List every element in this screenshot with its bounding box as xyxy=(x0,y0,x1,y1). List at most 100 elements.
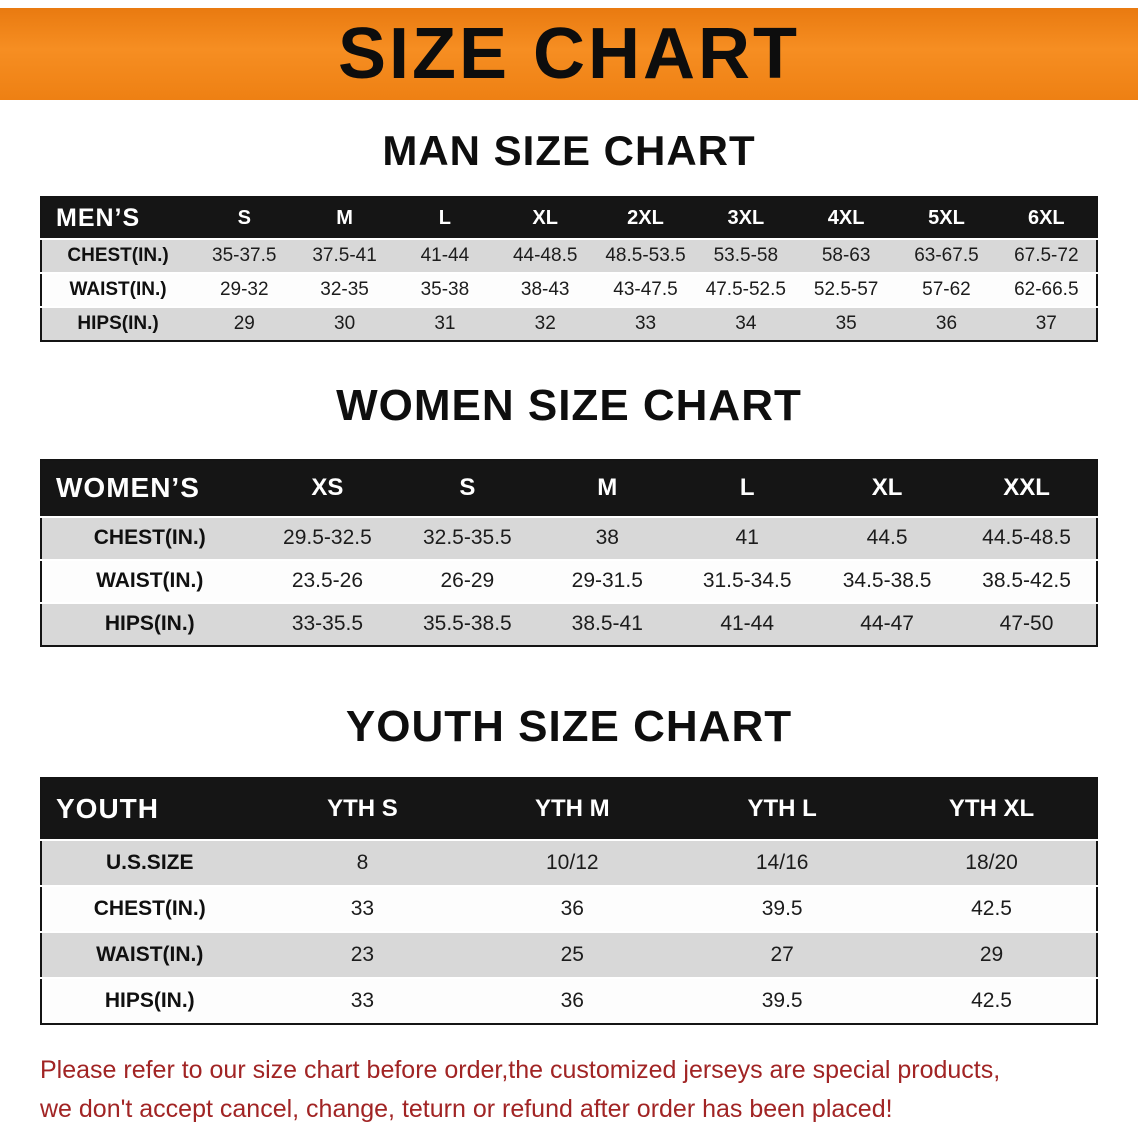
size-value-cell: 36 xyxy=(896,306,997,342)
table-row: HIPS(IN.) 29 30 31 32 33 34 35 36 37 xyxy=(41,306,1097,342)
size-value-cell: 29-31.5 xyxy=(537,558,678,603)
size-value-cell: 33 xyxy=(257,884,468,932)
row-label: HIPS(IN.) xyxy=(41,306,195,342)
size-value-cell: 34 xyxy=(695,306,796,342)
banner: SIZE CHART xyxy=(0,8,1138,100)
table-row: HIPS(IN.) 33-35.5 35.5-38.5 38.5-41 41-44 44-… xyxy=(41,601,1097,646)
size-column-header: 4XL xyxy=(795,197,897,240)
size-value-cell: 31 xyxy=(394,306,496,342)
size-value-cell: 47-50 xyxy=(957,601,1097,646)
size-value-cell: 26-29 xyxy=(397,558,538,603)
row-label: WAIST(IN.) xyxy=(41,930,258,978)
size-column-header: YTH L xyxy=(677,777,888,840)
table-row: U.S.SIZE 8 10/12 14/16 18/20 xyxy=(41,838,1097,886)
size-column-header: 5XL xyxy=(896,197,997,240)
size-value-cell: 29-32 xyxy=(194,272,295,308)
size-table: WOMEN’S XS S M L XL XXL CHEST(IN.) 29.5-32.5 32.5… xyxy=(40,458,1098,647)
size-value-cell: 47.5-52.5 xyxy=(695,272,796,308)
size-column-header: XL xyxy=(817,459,958,517)
size-value-cell: 32-35 xyxy=(294,272,395,308)
size-value-cell: 48.5-53.5 xyxy=(595,238,696,274)
size-value-cell: 42.5 xyxy=(887,976,1097,1024)
size-value-cell: 29 xyxy=(887,930,1097,978)
size-value-cell: 27 xyxy=(677,930,888,978)
size-value-cell: 34.5-38.5 xyxy=(817,558,958,603)
row-label: WAIST(IN.) xyxy=(41,272,195,308)
size-column-header: XS xyxy=(257,459,398,517)
size-value-cell: 63-67.5 xyxy=(896,238,997,274)
size-value-cell: 62-66.5 xyxy=(996,272,1097,308)
size-value-cell: 35.5-38.5 xyxy=(397,601,538,646)
row-label: CHEST(IN.) xyxy=(41,515,258,560)
youth-size-table: YOUTH YTH S YTH M YTH L YTH XL U.S.SIZE 8 10/12… xyxy=(40,776,1098,1025)
man-section-heading: MAN SIZE CHART xyxy=(382,127,756,174)
size-value-cell: 36 xyxy=(467,976,678,1024)
size-value-cell: 67.5-72 xyxy=(996,238,1097,274)
size-value-cell: 44.5-48.5 xyxy=(957,515,1097,560)
table-header-row: YOUTH YTH S YTH M YTH L YTH XL xyxy=(41,777,1097,840)
women-section-heading: WOMEN SIZE CHART xyxy=(336,381,802,431)
size-value-cell: 18/20 xyxy=(887,838,1097,886)
table-row: WAIST(IN.) 23 25 27 29 xyxy=(41,930,1097,978)
row-label: U.S.SIZE xyxy=(41,838,258,886)
size-value-cell: 30 xyxy=(294,306,395,342)
page-title: SIZE CHART xyxy=(338,14,800,94)
table-header-row: WOMEN’S XS S M L XL XXL xyxy=(41,459,1097,517)
size-value-cell: 33 xyxy=(257,976,468,1024)
size-column-header: YTH M xyxy=(467,777,678,840)
size-value-cell: 32.5-35.5 xyxy=(397,515,538,560)
size-value-cell: 44-47 xyxy=(817,601,958,646)
size-value-cell: 41-44 xyxy=(677,601,818,646)
size-value-cell: 38.5-41 xyxy=(537,601,678,646)
table-title: MEN’S xyxy=(41,197,195,240)
man-size-section: MAN SIZE CHART MEN’S S M L XL 2XL 3XL 4XL 5XL 6XL… xyxy=(0,127,1138,343)
size-column-header: 3XL xyxy=(695,197,796,240)
size-value-cell: 25 xyxy=(467,930,678,978)
size-table: YOUTH YTH S YTH M YTH L YTH XL U.S.SIZE 8 10/12… xyxy=(40,776,1098,1025)
size-value-cell: 14/16 xyxy=(677,838,888,886)
size-value-cell: 35-37.5 xyxy=(194,238,295,274)
size-value-cell: 32 xyxy=(495,306,596,342)
table-row: CHEST(IN.) 29.5-32.5 32.5-35.5 38 41 44.5 44.5… xyxy=(41,515,1097,560)
size-chart-page: SIZE CHART MAN SIZE CHART MEN’S S M L XL 2XL 3… xyxy=(0,8,1138,1140)
size-value-cell: 53.5-58 xyxy=(695,238,796,274)
size-column-header: 6XL xyxy=(996,197,1097,240)
women-size-section: WOMEN SIZE CHART WOMEN’S XS S M L XL XXL CHEST(… xyxy=(0,381,1138,647)
size-column-header: XXL xyxy=(957,459,1097,517)
size-value-cell: 37 xyxy=(996,306,1097,342)
size-column-header: M xyxy=(294,197,395,240)
size-value-cell: 38-43 xyxy=(495,272,596,308)
youth-section-heading: YOUTH SIZE CHART xyxy=(345,701,793,751)
size-value-cell: 39.5 xyxy=(677,976,888,1024)
row-label: HIPS(IN.) xyxy=(41,976,258,1024)
size-value-cell: 42.5 xyxy=(887,884,1097,932)
size-value-cell: 33-35.5 xyxy=(257,601,398,646)
size-value-cell: 23.5-26 xyxy=(257,558,398,603)
youth-size-section: YOUTH SIZE CHART YOUTH YTH S YTH M YTH L YTH… xyxy=(0,701,1138,1025)
size-column-header: M xyxy=(537,459,678,517)
size-value-cell: 10/12 xyxy=(467,838,678,886)
row-label: WAIST(IN.) xyxy=(41,558,258,603)
size-column-header: YTH XL xyxy=(887,777,1097,840)
size-value-cell: 41 xyxy=(677,515,818,560)
table-title: WOMEN’S xyxy=(41,459,258,517)
women-size-table: WOMEN’S XS S M L XL XXL CHEST(IN.) 29.5-32.5 32.5… xyxy=(40,458,1098,647)
size-value-cell: 36 xyxy=(467,884,678,932)
size-value-cell: 29 xyxy=(194,306,295,342)
size-column-header: L xyxy=(677,459,818,517)
size-value-cell: 58-63 xyxy=(795,238,897,274)
size-value-cell: 33 xyxy=(595,306,696,342)
size-value-cell: 43-47.5 xyxy=(595,272,696,308)
table-row: HIPS(IN.) 33 36 39.5 42.5 xyxy=(41,976,1097,1024)
size-column-header: L xyxy=(394,197,496,240)
table-title: YOUTH xyxy=(41,777,258,840)
size-value-cell: 35-38 xyxy=(394,272,496,308)
size-value-cell: 44.5 xyxy=(817,515,958,560)
size-table: MEN’S S M L XL 2XL 3XL 4XL 5XL 6XL CHEST(IN.) 35-37… xyxy=(40,196,1098,343)
notice-line-1: Please refer to our size chart before or… xyxy=(40,1055,1001,1084)
table-row: CHEST(IN.) 35-37.5 37.5-41 41-44 44-48.5 48.5… xyxy=(41,238,1097,274)
size-value-cell: 8 xyxy=(257,838,468,886)
size-value-cell: 38.5-42.5 xyxy=(957,558,1097,603)
size-column-header: S xyxy=(397,459,538,517)
size-value-cell: 35 xyxy=(795,306,897,342)
